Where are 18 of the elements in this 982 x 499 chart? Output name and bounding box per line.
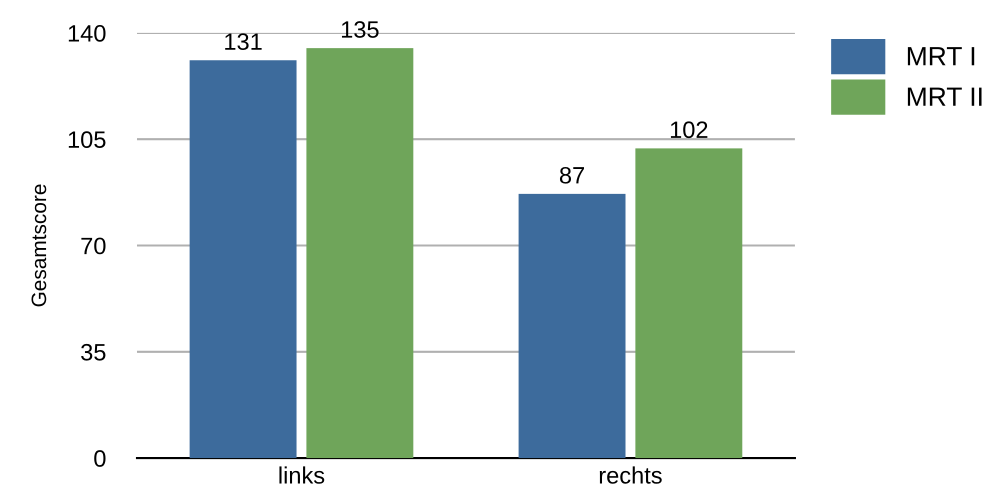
legend-label: MRT I: [908, 47, 974, 66]
data-label: 135: [342, 21, 379, 38]
data-label: 131: [225, 33, 262, 50]
y-tick-label: 140: [68, 25, 106, 42]
bar: [306, 48, 414, 458]
y-tick-label: 35: [81, 344, 106, 361]
y-tick-label: 0: [94, 450, 106, 467]
x-tick-label: rechts: [600, 466, 662, 484]
y-axis-title: Gesamtscore: [32, 184, 46, 306]
bar: [190, 60, 297, 458]
data-label: 87: [560, 166, 584, 184]
y-tick-label: 70: [81, 238, 106, 254]
y-tick-label: 105: [68, 131, 106, 148]
legend-label: MRT II: [908, 88, 982, 106]
x-tick-label: links: [279, 466, 324, 484]
data-label: 102: [670, 121, 708, 138]
bar: [518, 194, 626, 458]
bar: [635, 148, 742, 458]
